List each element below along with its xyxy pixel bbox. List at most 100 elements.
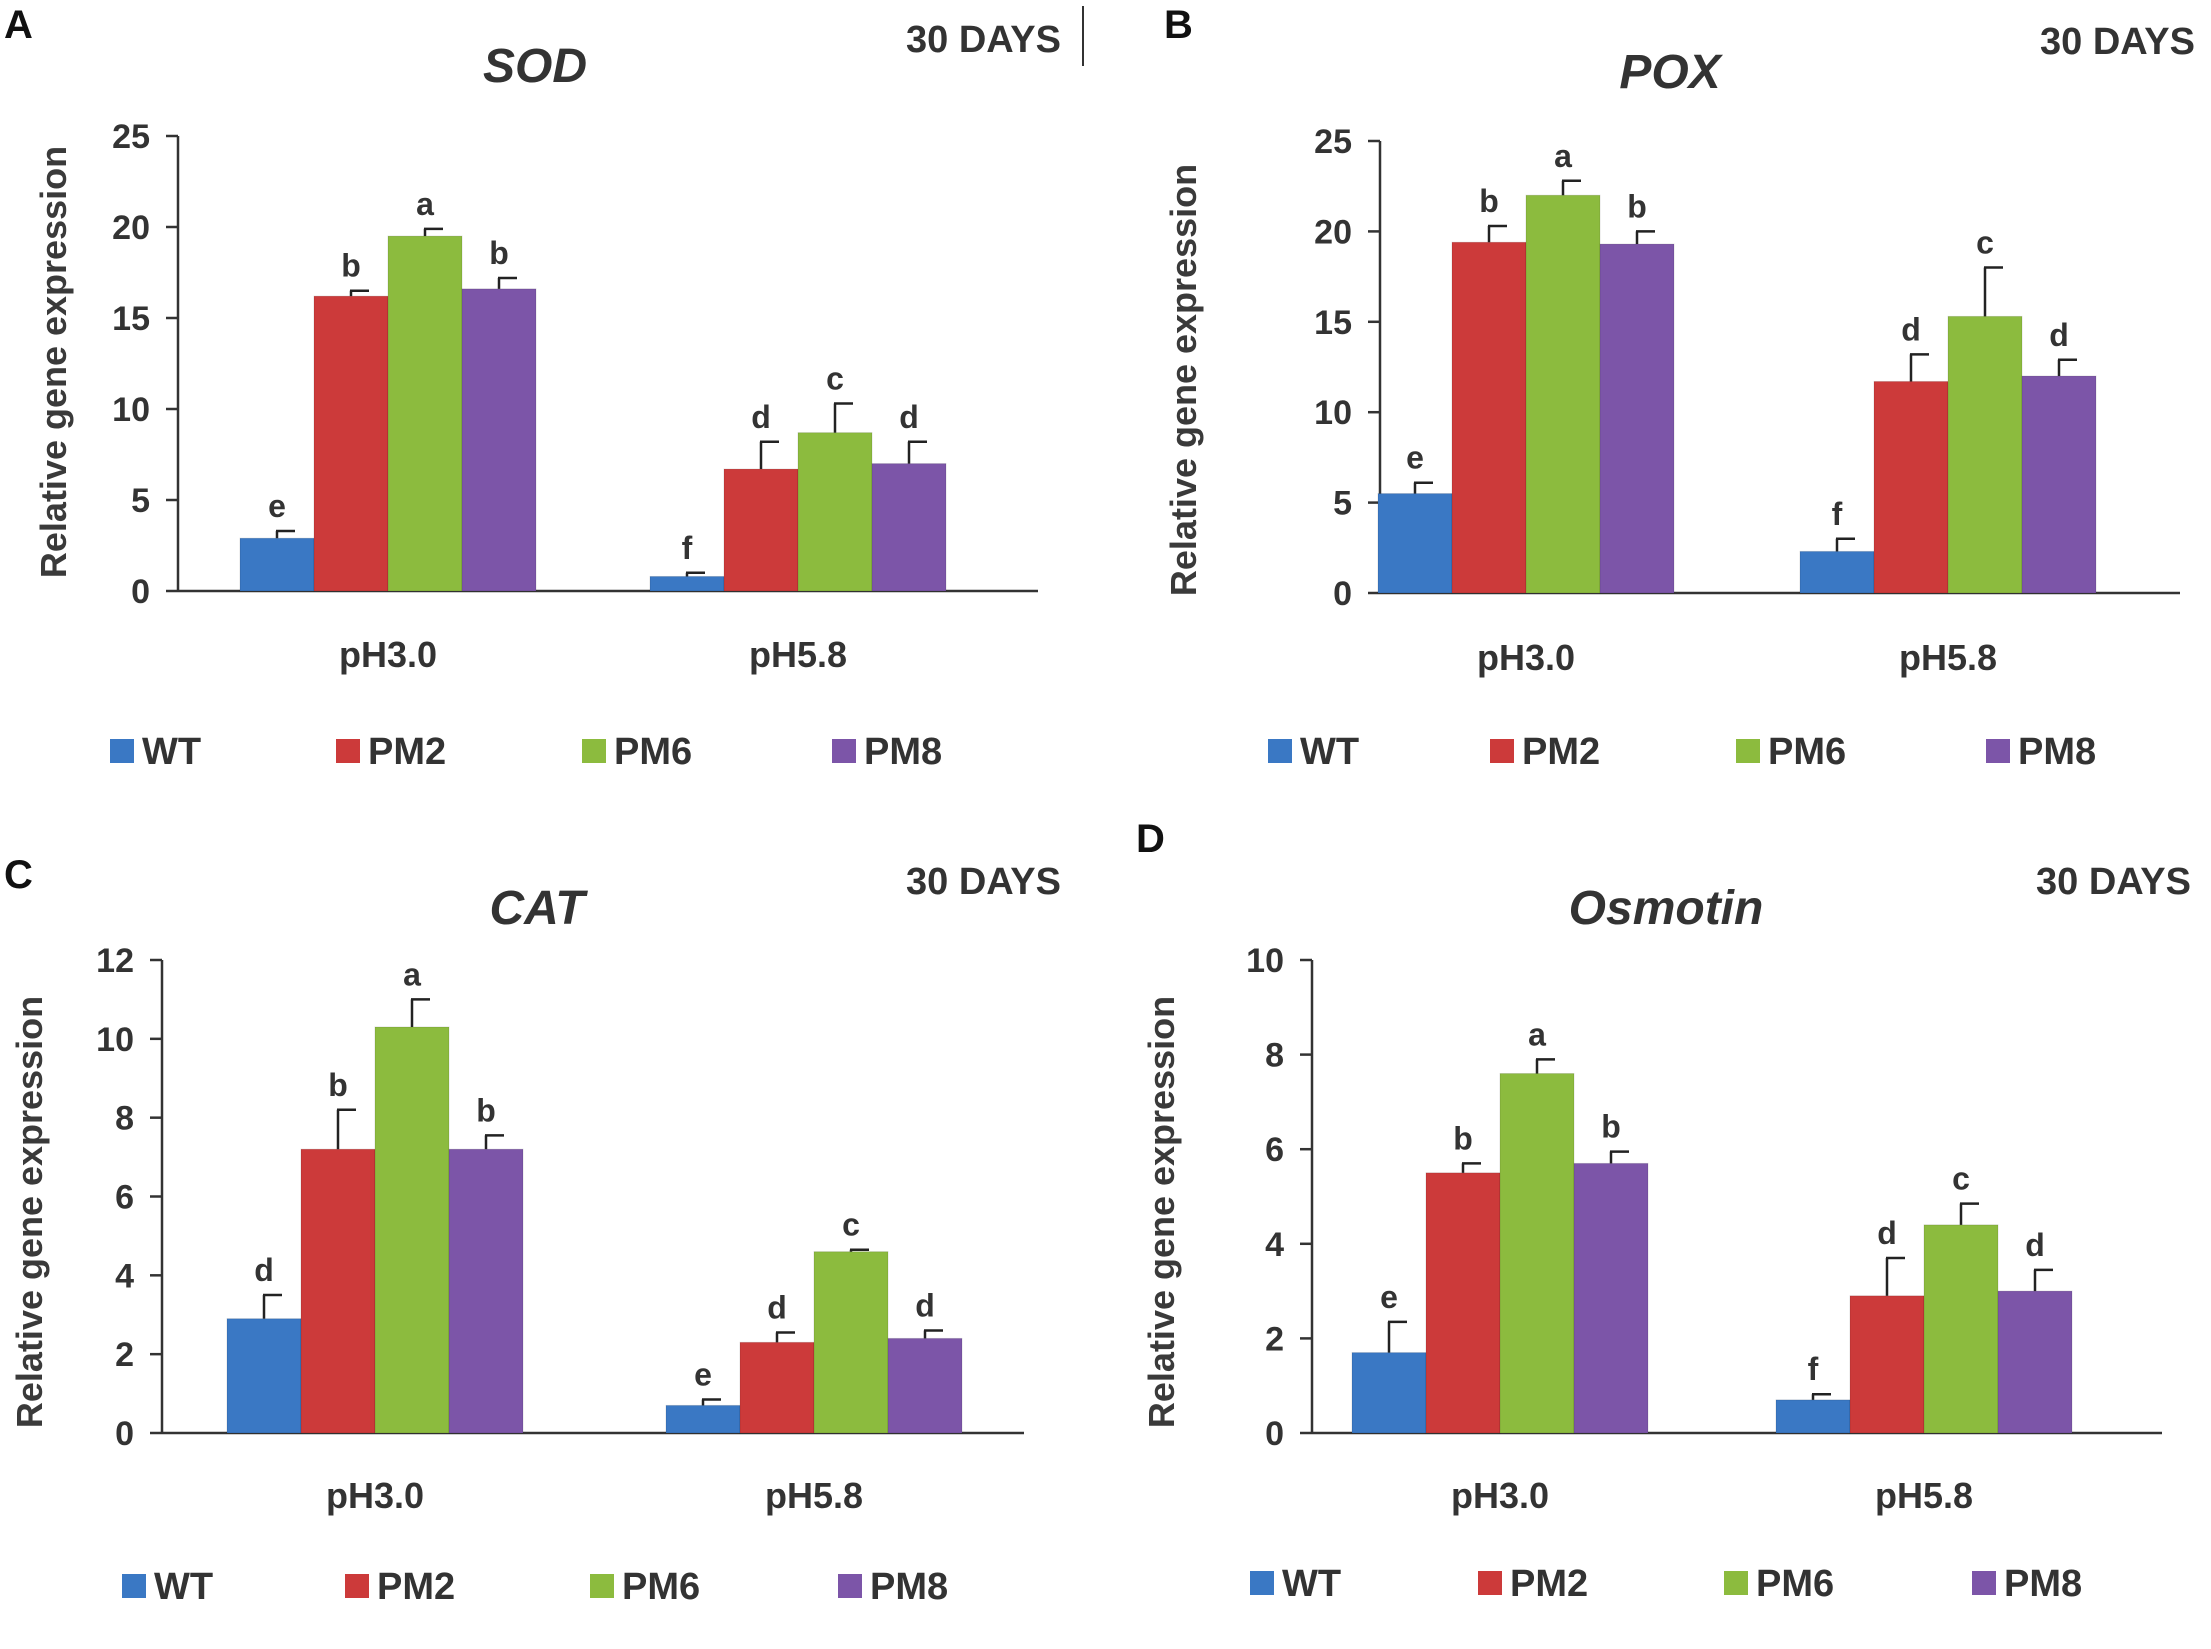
significance-letter: b (341, 248, 361, 284)
legend-label-pm2: PM2 (368, 731, 446, 773)
legend-swatch-wt (110, 739, 134, 763)
duration-label: 30 DAYS (2036, 861, 2191, 903)
significance-letter: c (842, 1207, 860, 1243)
bar-wt-ph58 (649, 575, 725, 592)
legend-swatch-pm2 (1490, 739, 1514, 763)
y-tick-label: 5 (1333, 485, 1352, 523)
y-tick-label: 10 (1246, 942, 1284, 980)
bar-pm8-ph30 (1599, 243, 1675, 594)
y-tick-label: 8 (1265, 1037, 1284, 1075)
bar-pm8-ph58 (1997, 1290, 2073, 1434)
y-axis-label: Relative gene expression (9, 996, 50, 1428)
panel-letter-c: C (4, 853, 33, 897)
bar-pm6-ph30 (387, 235, 463, 592)
significance-letter: d (2025, 1227, 2045, 1263)
plot-area: 0 5 10 15 20 25 e b a b pH3.0 f d c d pH5.8 (112, 118, 1038, 675)
significance-letter: c (1952, 1161, 1970, 1197)
duration-label: 30 DAYS (906, 861, 1061, 903)
significance-letter: b (1627, 188, 1647, 224)
legend-swatch-pm8 (838, 1574, 862, 1598)
legend: WT PM2 PM6 PM8 (1268, 731, 2096, 773)
legend-swatch-pm6 (582, 739, 606, 763)
bar-pm6-ph58 (797, 432, 873, 592)
y-axis-label: Relative gene expression (33, 146, 74, 578)
legend-swatch-pm6 (590, 1574, 614, 1598)
y-tick-label: 0 (131, 573, 150, 611)
bar-pm8-ph30 (1573, 1162, 1649, 1434)
y-tick-label: 15 (1314, 304, 1352, 342)
bar-pm6-ph58 (1947, 315, 2023, 594)
panel-letter-a: A (4, 3, 33, 47)
bar-wt-ph58 (1799, 550, 1875, 594)
legend: WT PM2 PM6 PM8 (1250, 1563, 2082, 1605)
bar-pm8-ph30 (448, 1148, 524, 1434)
significance-letter: d (767, 1289, 787, 1325)
significance-letter: e (1380, 1279, 1398, 1315)
legend-swatch-pm2 (1478, 1571, 1502, 1595)
bar-wt-ph30 (226, 1318, 302, 1434)
significance-letter: b (489, 235, 509, 271)
bar-pm8-ph58 (871, 463, 947, 592)
bar-pm2-ph30 (313, 295, 389, 592)
legend-label-pm8: PM8 (864, 731, 942, 773)
y-tick-label: 0 (1333, 575, 1352, 613)
legend-swatch-pm6 (1724, 1571, 1748, 1595)
legend-label-pm2: PM2 (377, 1566, 455, 1608)
legend-swatch-pm8 (1972, 1571, 1996, 1595)
y-tick-label: 10 (96, 1021, 134, 1059)
y-tick-label: 0 (1265, 1415, 1284, 1453)
significance-letter: d (1877, 1215, 1897, 1251)
significance-letter: c (1976, 225, 1994, 261)
bar-wt-ph58 (665, 1404, 741, 1434)
y-tick-label: 25 (1314, 123, 1352, 161)
significance-letter: a (403, 956, 421, 992)
bar-pm2-ph58 (739, 1341, 815, 1434)
bar-pm2-ph30 (1451, 241, 1527, 594)
y-axis-label: Relative gene expression (1141, 996, 1182, 1428)
legend-label-pm6: PM6 (622, 1566, 700, 1608)
significance-letter: b (1601, 1109, 1621, 1145)
plot-area: 0 5 10 15 20 25 e b a b pH3.0 f d c d pH5.8 (1314, 123, 2180, 678)
bar-pm6-ph30 (1525, 194, 1601, 594)
chart-title: SOD (483, 40, 587, 93)
significance-letter: b (476, 1092, 496, 1128)
y-tick-label: 2 (115, 1336, 134, 1374)
legend-label-pm6: PM6 (1768, 731, 1846, 773)
significance-letter: b (1453, 1120, 1473, 1156)
legend-label-wt: WT (1282, 1563, 1341, 1605)
significance-letter: a (1554, 138, 1572, 174)
bar-pm8-ph58 (2021, 375, 2097, 594)
legend-swatch-pm2 (345, 1574, 369, 1598)
significance-letter: e (268, 488, 286, 524)
bar-wt-ph30 (239, 537, 315, 592)
plot-area: 0 2 4 6 8 10 12 d b a b pH3.0 e d c d pH5.8 (96, 942, 1024, 1516)
significance-letter: d (915, 1288, 935, 1324)
y-tick-label: 6 (1265, 1131, 1284, 1169)
significance-letter: f (1808, 1351, 1819, 1387)
legend-swatch-wt (1268, 739, 1292, 763)
y-tick-label: 20 (112, 209, 150, 247)
y-tick-label: 25 (112, 118, 150, 156)
x-category-label: pH5.8 (1875, 1475, 1973, 1516)
y-tick-label: 4 (1265, 1226, 1284, 1264)
panel-c-cat: C 30 DAYS CAT Relative gene expression 0… (4, 853, 1061, 1608)
bar-wt-ph58 (1775, 1399, 1851, 1434)
bar-pm2-ph30 (1425, 1172, 1501, 1434)
bar-pm2-ph30 (300, 1148, 376, 1434)
legend-label-pm6: PM6 (614, 731, 692, 773)
significance-letter: b (1479, 183, 1499, 219)
plot-area: 0 2 4 6 8 10 e b a b pH3.0 f d c d pH5.8 (1246, 942, 2162, 1516)
chart-title: POX (1619, 46, 1723, 99)
bar-pm6-ph30 (374, 1026, 450, 1434)
legend-swatch-pm2 (336, 739, 360, 763)
y-tick-label: 2 (1265, 1320, 1284, 1358)
legend-label-pm8: PM8 (2004, 1563, 2082, 1605)
bar-pm2-ph58 (1849, 1295, 1925, 1434)
legend-label-pm8: PM8 (2018, 731, 2096, 773)
y-tick-label: 6 (115, 1179, 134, 1217)
legend-swatch-pm8 (1986, 739, 2010, 763)
legend-label-wt: WT (1300, 731, 1359, 773)
x-category-label: pH3.0 (339, 634, 437, 675)
y-tick-label: 8 (115, 1100, 134, 1138)
